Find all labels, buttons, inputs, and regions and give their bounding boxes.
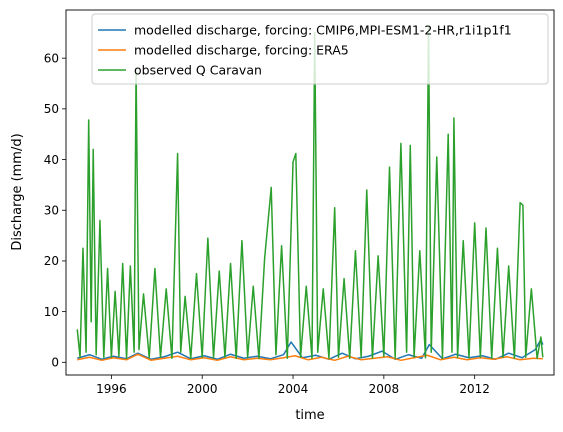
- legend-label-cmip6: modelled discharge, forcing: CMIP6,MPI-E…: [134, 23, 512, 38]
- y-tick-label: 50: [44, 102, 59, 116]
- x-axis-label: time: [295, 408, 324, 423]
- series-line-1: [77, 353, 543, 362]
- x-tick-label: 1996: [96, 382, 127, 396]
- y-tick-label: 10: [44, 305, 59, 319]
- x-tick-label: 2000: [187, 382, 218, 396]
- legend: modelled discharge, forcing: CMIP6,MPI-E…: [91, 13, 549, 85]
- x-tick-label: 2012: [459, 382, 490, 396]
- legend-label-observed: observed Q Caravan: [134, 63, 262, 78]
- y-tick-label: 0: [51, 356, 59, 370]
- y-axis-label: Discharge (mm/d): [10, 133, 25, 250]
- legend-box: [91, 13, 549, 85]
- y-tick-label: 40: [44, 153, 59, 167]
- x-axis: 1996 2000 2004 2008 2012: [96, 375, 490, 396]
- y-tick-label: 60: [44, 51, 59, 65]
- x-tick-label: 2008: [369, 382, 400, 396]
- legend-label-era5: modelled discharge, forcing: ERA5: [134, 43, 349, 58]
- y-tick-label: 30: [44, 204, 59, 218]
- series-layer: [76, 26, 544, 362]
- y-tick-label: 20: [44, 254, 59, 268]
- series-line-0: [77, 338, 544, 361]
- plot-frame: [65, 9, 555, 376]
- y-axis: 0 10 20 30 40 50 60: [44, 51, 66, 370]
- x-tick-label: 2004: [278, 382, 309, 396]
- series-line-2: [76, 26, 544, 360]
